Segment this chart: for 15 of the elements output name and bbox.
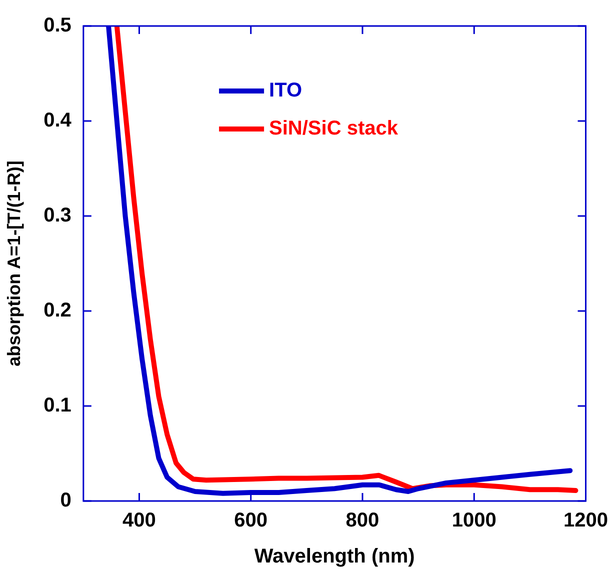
y-tick-label: 0.3 bbox=[44, 204, 72, 227]
x-tick-label: 1000 bbox=[452, 510, 496, 532]
x-tick-label: 400 bbox=[122, 510, 156, 532]
y-tick-label: 0 bbox=[60, 490, 72, 512]
x-tick-label: 800 bbox=[346, 510, 380, 532]
y-tick-label: 0.2 bbox=[44, 300, 72, 322]
y-tick-label: 0.4 bbox=[44, 110, 72, 132]
legend-label: SiN/SiC stack bbox=[269, 118, 399, 140]
y-tick-label: 0.1 bbox=[44, 394, 72, 417]
y-axis-title: absorption A=1-[T/(1-R)] bbox=[4, 160, 24, 366]
legend-label: ITO bbox=[269, 80, 302, 102]
x-axis-title: Wavelength (nm) bbox=[254, 546, 415, 568]
x-tick-label: 600 bbox=[234, 510, 268, 532]
x-tick-label: 1200 bbox=[564, 510, 608, 532]
y-tick-label: 0.5 bbox=[44, 14, 72, 37]
